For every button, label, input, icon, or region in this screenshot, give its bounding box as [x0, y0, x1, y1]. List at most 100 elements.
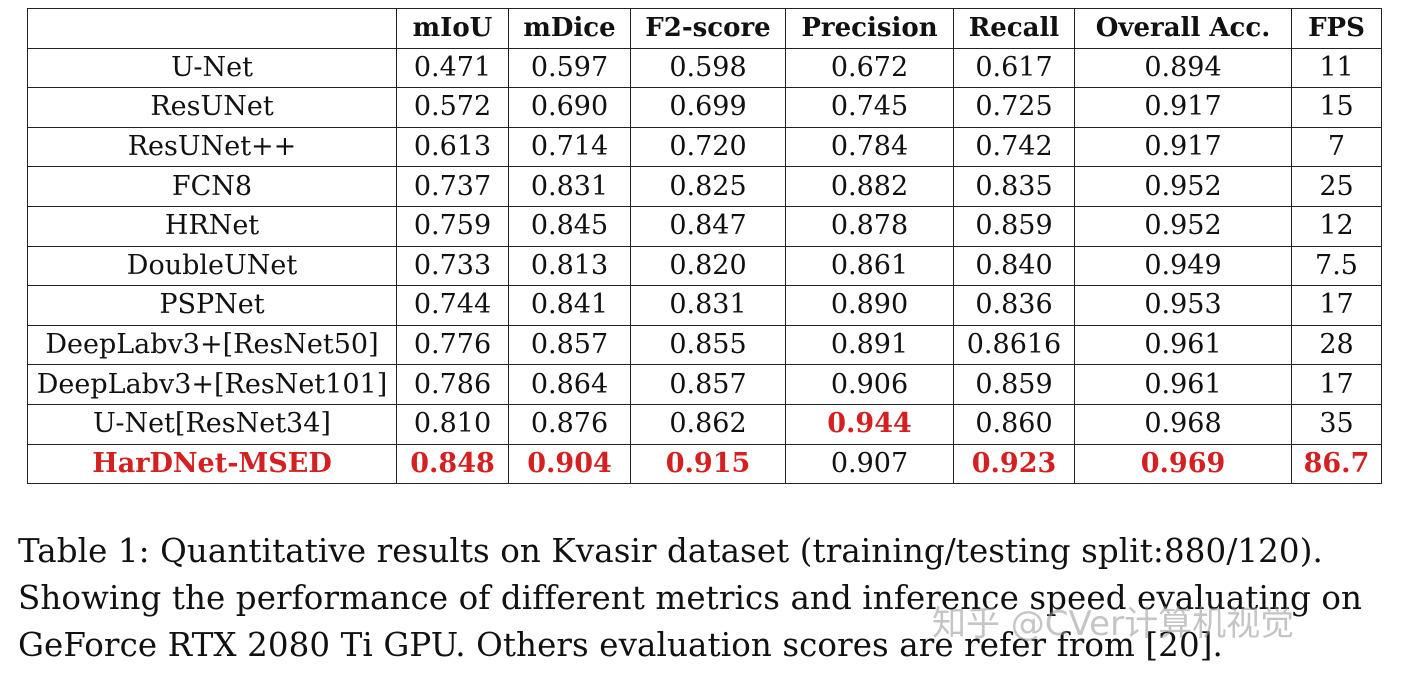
table-row: DeepLabv3+[ResNet50] 0.776 0.857 0.855 0…: [27, 324, 1382, 366]
miou-cell: 0.471: [396, 47, 509, 89]
fps-cell: 35: [1291, 403, 1382, 445]
fps-cell: 17: [1291, 364, 1382, 405]
caption-line: Table 1: Quantitative results on Kvasir …: [18, 532, 1323, 570]
miou-cell: 0.733: [396, 245, 509, 287]
mdice-cell: 0.876: [508, 403, 631, 445]
accuracy-cell-best: 0.969: [1074, 443, 1292, 485]
header-mdice: mDice: [508, 8, 631, 49]
model-name: ResUNet: [27, 87, 397, 128]
f2-cell-best: 0.915: [630, 443, 786, 485]
miou-cell: 0.737: [396, 166, 509, 207]
model-name: HRNet: [27, 205, 397, 247]
f2-cell: 0.820: [630, 245, 786, 287]
table-row: PSPNet 0.744 0.841 0.831 0.890 0.836 0.9…: [27, 285, 1382, 326]
miou-cell-best: 0.848: [396, 443, 509, 485]
miou-cell: 0.810: [396, 403, 509, 445]
fps-cell: 12: [1291, 205, 1382, 247]
model-name: FCN8: [27, 166, 397, 207]
header-miou: mIoU: [396, 8, 509, 49]
recall-cell: 0.836: [953, 285, 1075, 326]
accuracy-cell: 0.917: [1074, 87, 1292, 128]
precision-cell: 0.861: [785, 245, 954, 287]
fps-cell: 25: [1291, 166, 1382, 207]
fps-cell: 17: [1291, 285, 1382, 326]
table-row: ResUNet++ 0.613 0.714 0.720 0.784 0.742 …: [27, 126, 1382, 168]
table-row: ResUNet 0.572 0.690 0.699 0.745 0.725 0.…: [27, 87, 1382, 128]
miou-cell: 0.786: [396, 364, 509, 405]
header-overall-acc: Overall Acc.: [1074, 8, 1292, 49]
fps-cell: 7: [1291, 126, 1382, 168]
recall-cell: 0.8616: [953, 324, 1075, 366]
table-row: HRNet 0.759 0.845 0.847 0.878 0.859 0.95…: [27, 205, 1382, 247]
mdice-cell: 0.857: [508, 324, 631, 366]
precision-cell: 0.891: [785, 324, 954, 366]
table-row: DeepLabv3+[ResNet101] 0.786 0.864 0.857 …: [27, 364, 1382, 405]
model-name: U-Net[ResNet34]: [27, 403, 397, 445]
f2-cell: 0.862: [630, 403, 786, 445]
precision-cell-best: 0.944: [785, 403, 954, 445]
model-name: PSPNet: [27, 285, 397, 326]
precision-cell: 0.878: [785, 205, 954, 247]
accuracy-cell: 0.968: [1074, 403, 1292, 445]
mdice-cell: 0.845: [508, 205, 631, 247]
fps-cell-best: 86.7: [1291, 443, 1382, 485]
watermark: 知乎 @CVer计算机视觉: [932, 604, 1295, 644]
recall-cell: 0.617: [953, 47, 1075, 89]
precision-cell: 0.784: [785, 126, 954, 168]
recall-cell-best: 0.923: [953, 443, 1075, 485]
mdice-cell: 0.864: [508, 364, 631, 405]
mdice-cell: 0.841: [508, 285, 631, 326]
fps-cell: 28: [1291, 324, 1382, 366]
header-recall: Recall: [953, 8, 1075, 49]
fps-cell: 7.5: [1291, 245, 1382, 287]
recall-cell: 0.859: [953, 205, 1075, 247]
f2-cell: 0.855: [630, 324, 786, 366]
table-row: FCN8 0.737 0.831 0.825 0.882 0.835 0.952…: [27, 166, 1382, 207]
f2-cell: 0.720: [630, 126, 786, 168]
accuracy-cell: 0.917: [1074, 126, 1292, 168]
results-table: mIoU mDice F2-score Precision Recall Ove…: [27, 8, 1382, 485]
accuracy-cell: 0.949: [1074, 245, 1292, 287]
table-caption: Table 1: Quantitative results on Kvasir …: [18, 528, 1398, 669]
precision-cell: 0.890: [785, 285, 954, 326]
mdice-cell-best: 0.904: [508, 443, 631, 485]
header-model: [27, 8, 397, 49]
accuracy-cell: 0.952: [1074, 205, 1292, 247]
recall-cell: 0.725: [953, 87, 1075, 128]
accuracy-cell: 0.953: [1074, 285, 1292, 326]
mdice-cell: 0.597: [508, 47, 631, 89]
caption-line: GeForce RTX 2080 Ti GPU. Others evaluati…: [18, 626, 1223, 664]
accuracy-cell: 0.894: [1074, 47, 1292, 89]
mdice-cell: 0.831: [508, 166, 631, 207]
accuracy-cell: 0.961: [1074, 364, 1292, 405]
header-row: mIoU mDice F2-score Precision Recall Ove…: [27, 8, 1382, 49]
f2-cell: 0.831: [630, 285, 786, 326]
f2-cell: 0.699: [630, 87, 786, 128]
precision-cell: 0.745: [785, 87, 954, 128]
model-name: DoubleUNet: [27, 245, 397, 287]
model-name-proposed: HarDNet-MSED: [27, 443, 397, 485]
miou-cell: 0.776: [396, 324, 509, 366]
miou-cell: 0.744: [396, 285, 509, 326]
miou-cell: 0.613: [396, 126, 509, 168]
model-name: DeepLabv3+[ResNet50]: [27, 324, 397, 366]
recall-cell: 0.835: [953, 166, 1075, 207]
precision-cell: 0.882: [785, 166, 954, 207]
recall-cell: 0.859: [953, 364, 1075, 405]
f2-cell: 0.598: [630, 47, 786, 89]
f2-cell: 0.825: [630, 166, 786, 207]
fps-cell: 15: [1291, 87, 1382, 128]
f2-cell: 0.847: [630, 205, 786, 247]
mdice-cell: 0.690: [508, 87, 631, 128]
miou-cell: 0.572: [396, 87, 509, 128]
mdice-cell: 0.813: [508, 245, 631, 287]
miou-cell: 0.759: [396, 205, 509, 247]
table-row: U-Net 0.471 0.597 0.598 0.672 0.617 0.89…: [27, 47, 1382, 89]
recall-cell: 0.742: [953, 126, 1075, 168]
header-precision: Precision: [785, 8, 954, 49]
accuracy-cell: 0.952: [1074, 166, 1292, 207]
table-row: U-Net[ResNet34] 0.810 0.876 0.862 0.944 …: [27, 403, 1382, 445]
table-row-highlighted: HarDNet-MSED 0.848 0.904 0.915 0.907 0.9…: [27, 443, 1382, 485]
table-row: DoubleUNet 0.733 0.813 0.820 0.861 0.840…: [27, 245, 1382, 287]
precision-cell: 0.907: [785, 443, 954, 485]
